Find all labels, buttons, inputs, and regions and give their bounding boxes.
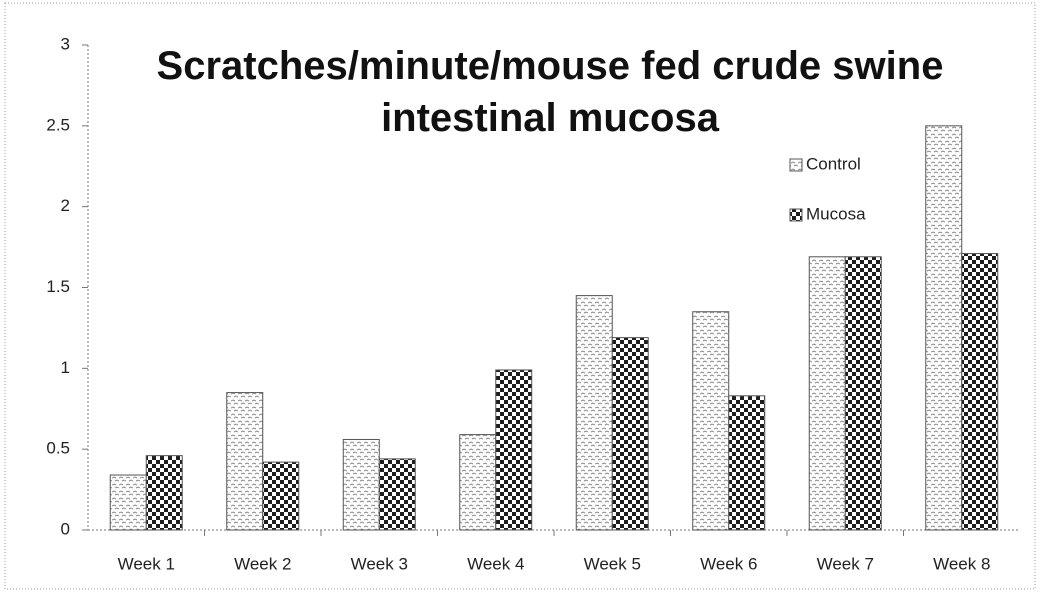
y-tick-label: 0 xyxy=(61,519,70,538)
bar xyxy=(459,434,497,531)
x-tick-label: Week 7 xyxy=(817,554,874,573)
y-tick-label: 2 xyxy=(61,196,70,215)
legend-swatch xyxy=(789,208,803,222)
legend-swatch xyxy=(789,158,803,172)
bar xyxy=(575,295,613,531)
legend-label: Control xyxy=(806,154,861,173)
y-tick-label: 3 xyxy=(61,34,70,53)
bar xyxy=(495,369,533,531)
x-tick-label: Week 2 xyxy=(234,554,291,573)
x-tick-label: Week 6 xyxy=(700,554,757,573)
bar xyxy=(961,253,999,531)
bar xyxy=(692,311,730,531)
bar xyxy=(611,337,649,531)
bar xyxy=(145,455,183,531)
legend-label: Mucosa xyxy=(806,204,866,223)
y-tick-label: 1 xyxy=(61,358,70,377)
bar xyxy=(808,256,846,531)
y-tick-label: 2.5 xyxy=(46,115,70,134)
x-tick-label: Week 3 xyxy=(351,554,408,573)
chart-title: Scratches/minute/mouse fed crude swine i… xyxy=(156,44,944,140)
bar xyxy=(844,256,882,531)
bar xyxy=(226,392,264,531)
x-tick-label: Week 5 xyxy=(584,554,641,573)
bar xyxy=(728,395,766,531)
bar xyxy=(262,461,300,531)
bar xyxy=(342,438,380,531)
x-tick-label: Week 1 xyxy=(118,554,175,573)
bar xyxy=(378,458,416,531)
bar xyxy=(925,125,963,531)
y-tick-label: 1.5 xyxy=(46,277,70,296)
bar xyxy=(109,474,147,531)
x-tick-label: Week 8 xyxy=(933,554,990,573)
x-tick-label: Week 4 xyxy=(467,554,524,573)
y-tick-label: 0.5 xyxy=(46,439,70,458)
chart-border xyxy=(4,2,1036,590)
